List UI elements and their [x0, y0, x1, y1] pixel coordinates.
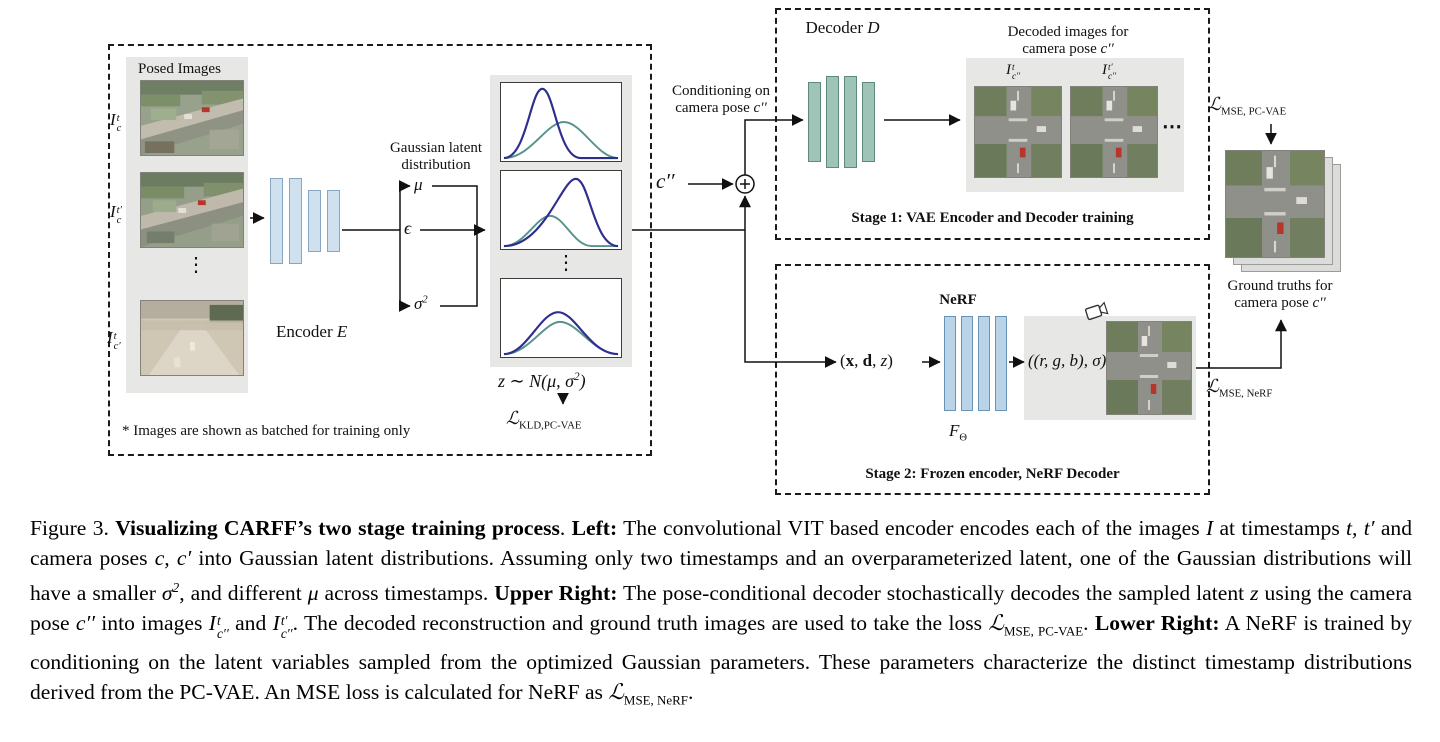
conditioning-label: Conditioning on camera pose c′′ [672, 83, 770, 116]
nerf-output-label: ((r, g, b), σ) [1028, 351, 1107, 370]
nerf-bar [978, 316, 990, 411]
caption-segment: σ2 [161, 580, 180, 606]
caption-segment: t, t′ [1346, 516, 1375, 540]
caption-segment: at timestamps [1213, 516, 1347, 540]
plus-circle-icon [735, 174, 755, 194]
caption-segment: and [228, 611, 273, 636]
posed-image-1 [140, 80, 244, 156]
caption-segment: . The decoded reconstruction and ground … [292, 611, 989, 636]
caption-segment: z [1250, 581, 1259, 606]
plots-ellipsis: ⋮ [556, 252, 577, 274]
caption-segment: The pose-conditional decoder stochastica… [617, 581, 1251, 606]
nerf-input-label: (x, d, z) [840, 351, 893, 370]
caption-segment: The convolutional VIT based encoder enco… [617, 516, 1206, 540]
figure-caption: Figure 3. Visualizing CARFF’s two stage … [30, 513, 1412, 715]
sigma2-label: σ2 [414, 294, 428, 313]
left-stage-box [108, 44, 652, 456]
batch-footnote: * Images are shown as batched for traini… [122, 423, 411, 439]
decoded-image-1 [974, 86, 1062, 178]
gaussian-plot-1-curves [503, 87, 619, 160]
caption-segment: . [559, 516, 572, 540]
ground-truth-label: Ground truths for camera pose c′′ [1227, 278, 1333, 311]
nerf-bar [961, 316, 973, 411]
caption-segment: into images [94, 611, 209, 636]
z-distribution-label: z ∼ N(μ, σ2) [498, 371, 586, 391]
epsilon-label: ϵ [404, 218, 412, 238]
caption-segment: Figure 3. [30, 516, 116, 540]
gaussian-plot-2 [500, 170, 622, 250]
encoder-bar [270, 178, 283, 264]
caption-segment: Left: [571, 516, 618, 540]
nerf-label: NeRF [939, 292, 977, 308]
caption-segment: I [1205, 516, 1214, 540]
caption-segment: Upper Right: [494, 581, 618, 606]
gaussian-plot-1 [500, 82, 622, 162]
mu-label: μ [414, 175, 423, 194]
gaussian-plot-3 [500, 278, 622, 358]
caption-segment: using the camera pose [30, 581, 1412, 636]
posed-images-label: Posed Images [138, 61, 221, 77]
encoder-bar [289, 178, 302, 264]
ground-truth-image [1225, 150, 1325, 258]
caption-segment: A NeRF is trained by conditioning on the… [30, 611, 1413, 704]
decoded-images-header: Decoded images for camera pose c′′ [1007, 24, 1129, 57]
mse-pcvae-loss-label: ℒMSE, PC-VAE [1208, 94, 1287, 118]
stage1-caption: Stage 1: VAE Encoder and Decoder trainin… [851, 210, 1134, 226]
encoder-label: Encoder E [276, 322, 348, 341]
nerf-bar [995, 316, 1007, 411]
caption-segment: . [1083, 611, 1095, 636]
caption-segment: μ [307, 581, 319, 606]
stage2-caption: Stage 2: Frozen encoder, NeRF Decoder [865, 466, 1120, 482]
caption-segment: across timestamps. [318, 581, 495, 606]
mse-nerf-loss-label: ℒMSE, NeRF [1206, 376, 1273, 400]
caption-segment: ℒMSE, PC-VAE [988, 611, 1084, 639]
gaussian-plot-2-curves [503, 177, 619, 248]
stage2-box [775, 264, 1210, 495]
caption-segment: . [687, 679, 694, 704]
caption-segment: ℒMSE, NeRF [608, 679, 688, 707]
posed-image-3 [140, 300, 244, 376]
decoded-image-2 [1070, 86, 1158, 178]
decoder-bar [862, 82, 875, 162]
caption-segment: , and different [179, 581, 308, 606]
decoder-bar [844, 76, 857, 168]
caption-segment: c, c′ [154, 546, 192, 570]
caption-segment: Lower Right: [1094, 611, 1220, 636]
caption-segment: c′′ [75, 611, 95, 636]
nerf-bar [944, 316, 956, 411]
gaussian-plot-3-curves [503, 311, 619, 356]
camera-pose-c-label: c′′ [656, 169, 675, 193]
decoder-label: Decoder D [805, 18, 880, 37]
decoder-bar [826, 76, 839, 168]
encoder-bar [308, 190, 321, 252]
caption-segment: Visualizing CARFF’s two stage training p… [115, 516, 560, 540]
decoder-bar [808, 82, 821, 162]
posed-image-2 [140, 172, 244, 248]
gaussian-latent-label: Gaussian latent distribution [389, 140, 483, 173]
caption-segment: into Gaussian latent distributions. Assu… [30, 546, 1412, 606]
caption-segment: and camera poses [30, 516, 1412, 570]
kld-loss-label: ℒKLD,PC-VAE [506, 408, 582, 432]
decoded-images-ellipsis: ⋯ [1162, 116, 1183, 138]
encoder-bar [327, 190, 340, 252]
nerf-output-image [1106, 321, 1192, 415]
posed-images-ellipsis: ⋮ [186, 254, 207, 276]
f-theta-label: FΘ [949, 421, 967, 444]
